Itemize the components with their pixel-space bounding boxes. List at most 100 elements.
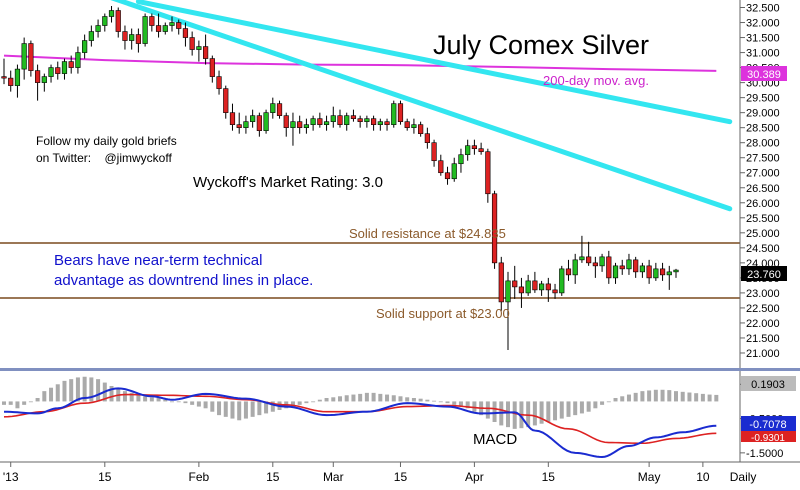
candle — [465, 139, 471, 161]
price-tick-label: 21.000 — [746, 348, 780, 360]
histogram-bar — [49, 387, 54, 402]
hist-value-label: 0.1903 — [751, 379, 785, 391]
macd-value-box — [741, 416, 796, 431]
candle-body — [478, 148, 484, 153]
time-tick-label: '13 — [3, 470, 19, 484]
price-tick-label: 22.500 — [746, 303, 780, 315]
candle-body — [14, 68, 21, 86]
candle-body — [586, 256, 592, 264]
price-tick-label: 27.500 — [746, 153, 780, 165]
histogram-bar — [566, 401, 571, 417]
histogram-bar — [512, 401, 517, 429]
candle — [545, 277, 551, 302]
price-tick-label: 32.000 — [746, 18, 780, 30]
last-price-label: 23.760 — [747, 269, 781, 281]
histogram-bar — [378, 393, 383, 402]
candle-body — [162, 25, 168, 32]
candle-body — [666, 271, 672, 276]
candle-body — [431, 142, 437, 162]
histogram-bar — [62, 380, 67, 402]
candle — [491, 190, 498, 269]
candle-body — [646, 265, 652, 279]
candle — [162, 22, 168, 35]
histogram-bar — [694, 393, 699, 402]
candle-body — [458, 154, 464, 165]
candle-body — [122, 31, 128, 41]
candle — [229, 103, 236, 131]
candle-body — [102, 16, 108, 26]
candle — [411, 118, 417, 134]
price-tick-label: 28.000 — [746, 138, 780, 150]
candle — [418, 121, 424, 137]
candle — [612, 262, 619, 284]
candle-body — [512, 280, 518, 288]
histogram-bar — [364, 392, 369, 402]
time-tick-label: 15 — [542, 470, 556, 484]
histogram-bar — [418, 398, 423, 402]
histogram-bar — [492, 401, 497, 422]
candle-body — [639, 265, 645, 273]
histogram-bar — [122, 391, 127, 402]
histogram-bar — [96, 379, 101, 402]
candle — [424, 127, 430, 149]
candle-body — [377, 121, 383, 125]
candle-body — [364, 118, 370, 122]
candle — [28, 40, 34, 77]
histogram-bar — [660, 389, 665, 402]
histogram-bar — [714, 394, 719, 402]
candle-body — [552, 289, 558, 294]
candle — [256, 112, 262, 137]
candle — [236, 112, 242, 134]
candle-body — [270, 103, 276, 113]
last-price-box-bg — [741, 266, 787, 281]
candle — [142, 13, 148, 47]
candle — [559, 265, 565, 296]
histogram-bar — [2, 401, 6, 405]
candle-body — [579, 256, 585, 261]
price-panel: July Comex Silver 200-day mov. avg. Foll… — [0, 0, 740, 350]
candle-body — [337, 115, 343, 125]
candle — [209, 55, 215, 83]
histogram-bar — [264, 401, 269, 414]
candle — [673, 268, 679, 278]
candle — [538, 280, 545, 296]
twitter-text-1: Follow my daily gold briefs — [36, 134, 177, 148]
histogram-bar — [196, 401, 201, 407]
histogram-bar — [674, 391, 678, 402]
candle-body — [34, 70, 41, 83]
histogram-bar — [237, 401, 242, 421]
candle-body — [250, 115, 256, 122]
candles — [1, 6, 679, 350]
histogram-bar — [163, 399, 168, 402]
candle-body — [653, 268, 659, 279]
macd-title: MACD — [473, 431, 517, 448]
candle — [82, 34, 88, 59]
time-tick-label: May — [638, 470, 661, 484]
time-tick-label: Feb — [189, 470, 210, 484]
candle — [330, 106, 336, 128]
candle-body — [1, 76, 7, 79]
candle — [572, 253, 578, 284]
candle-body — [323, 121, 330, 125]
histogram-bar — [371, 392, 376, 402]
histogram-bar — [398, 396, 403, 402]
candle — [216, 70, 222, 95]
ma-price-box: 30.389 — [741, 66, 787, 81]
histogram-bar — [338, 396, 342, 402]
candle — [303, 118, 310, 134]
candle-body — [229, 112, 236, 125]
histogram-bar — [223, 401, 228, 417]
candle-body — [471, 145, 478, 150]
candle — [626, 253, 632, 275]
ma200-line — [3, 54, 717, 72]
candle — [41, 73, 47, 92]
market-rating: Wyckoff's Market Rating: 3.0 — [193, 174, 383, 191]
histogram-bar — [438, 401, 443, 403]
candle — [223, 85, 229, 119]
candle — [323, 115, 330, 131]
candle-body — [498, 262, 504, 303]
bear-text-2: advantage as downtrend lines in place. — [54, 272, 313, 289]
price-tick-label: 29.500 — [746, 93, 780, 105]
candle — [579, 235, 585, 263]
price-tick-label: 31.500 — [746, 33, 780, 45]
